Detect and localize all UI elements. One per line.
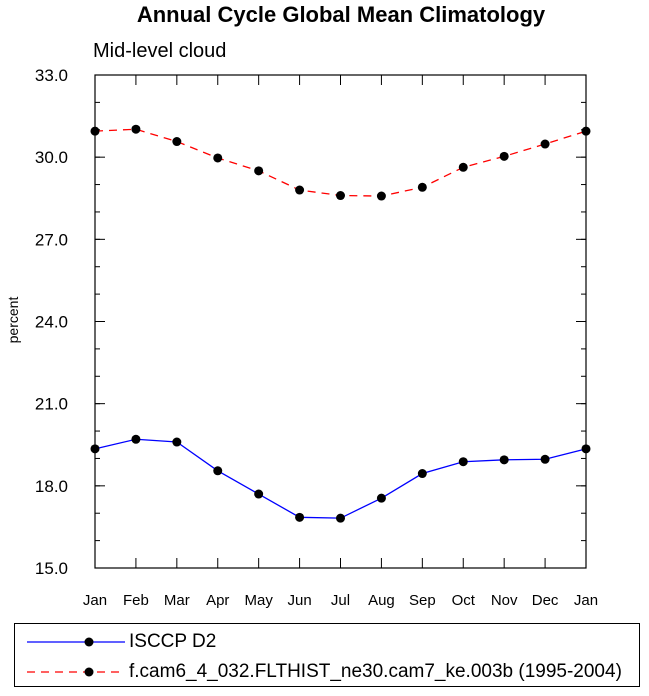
series-1-point xyxy=(254,166,264,176)
chart-title: Annual Cycle Global Mean Climatology xyxy=(136,2,546,27)
x-tick-label: Oct xyxy=(452,592,476,609)
series-0-point xyxy=(581,444,591,454)
series-1-point xyxy=(458,162,468,172)
series-1-point xyxy=(499,151,509,161)
y-tick-label: 15.0 xyxy=(35,559,68,578)
series-1-point xyxy=(581,126,591,136)
series-0-point xyxy=(458,457,468,467)
series-0-point xyxy=(90,444,100,454)
x-tick-label: Jun xyxy=(287,592,311,609)
series-0-point xyxy=(254,489,264,499)
y-tick-label: 18.0 xyxy=(35,477,68,496)
y-tick-label: 30.0 xyxy=(35,148,68,167)
series-0-point xyxy=(295,512,305,522)
x-tick-label: Jan xyxy=(83,592,107,609)
series-1-point xyxy=(172,137,182,147)
x-tick-label: May xyxy=(244,592,273,609)
series-0-point xyxy=(376,493,386,503)
series-line-1 xyxy=(94,128,587,197)
series-0-point xyxy=(499,455,509,465)
y-tick-label: 21.0 xyxy=(35,395,68,414)
x-tick-label: Nov xyxy=(491,592,518,609)
series-1-point xyxy=(131,124,141,134)
series-0-point xyxy=(336,513,345,523)
y-tick-label: 24.0 xyxy=(35,313,68,332)
x-tick-label: Feb xyxy=(123,592,149,609)
x-tick-label: Apr xyxy=(206,592,229,609)
series-1-point xyxy=(213,153,223,163)
legend-item-cam: f.cam6_4_032.FLTHIST_ne30.cam7_ke.003b (… xyxy=(15,657,639,687)
chart-subtitle: Mid-level cloud xyxy=(93,40,227,62)
x-tick-label: Jul xyxy=(331,592,350,609)
x-tick-label: Jan xyxy=(574,592,598,609)
series-1-point xyxy=(540,139,550,149)
x-tick-label: Aug xyxy=(368,592,395,609)
x-tick-label: Sep xyxy=(409,592,436,609)
series-0-point xyxy=(172,437,182,447)
series-1-point xyxy=(336,191,345,201)
series-1-point xyxy=(376,191,386,201)
x-tick-label: Mar xyxy=(164,592,190,609)
legend-item-isccp: ISCCP D2 xyxy=(15,627,639,657)
legend: ISCCP D2 f.cam6_4_032.FLTHIST_ne30.cam7_… xyxy=(14,623,640,687)
plot-frame xyxy=(94,74,587,569)
series-0-point xyxy=(540,454,550,464)
legend-label: f.cam6_4_032.FLTHIST_ne30.cam7_ke.003b (… xyxy=(129,661,622,682)
series-line-0 xyxy=(94,438,587,519)
series-1-point xyxy=(295,185,305,195)
series-1-point xyxy=(417,182,427,192)
series-0-point xyxy=(131,434,141,444)
y-tick-label: 33.0 xyxy=(35,66,68,85)
legend-line-red xyxy=(27,667,125,677)
y-tick-label: 27.0 xyxy=(35,230,68,249)
series-1-point xyxy=(90,126,100,136)
legend-line-blue xyxy=(27,637,125,647)
x-tick-label: Dec xyxy=(532,592,559,609)
legend-label: ISCCP D2 xyxy=(129,631,217,652)
series-0-point xyxy=(417,469,427,479)
series-0-point xyxy=(213,466,223,476)
